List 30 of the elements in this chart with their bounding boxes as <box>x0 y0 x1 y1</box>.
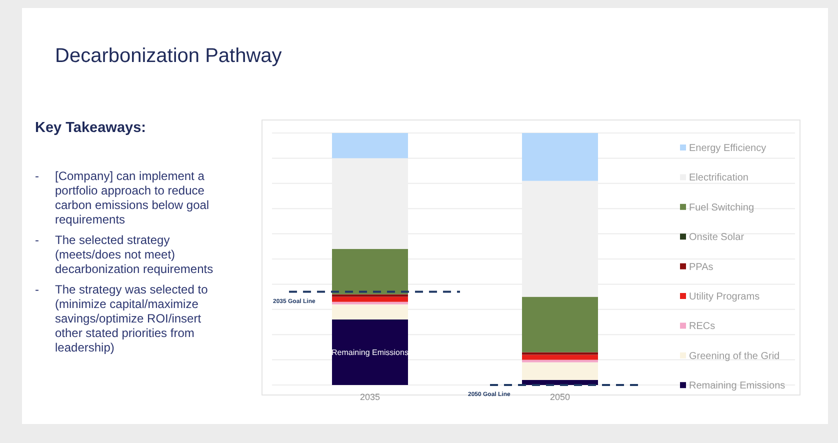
legend-label: Greening of the Grid <box>689 350 780 362</box>
x-tick-label: 2050 <box>550 392 570 402</box>
bar <box>332 294 408 297</box>
legend-label: Onsite Solar <box>689 232 745 244</box>
bar <box>522 362 598 380</box>
text: - The strategy was selected to (minimize capital/maximize savings/optimize ROI/insert other stated priorities from leadership) <box>35 282 208 354</box>
text: - [Company] can implement a portfolio approach to reduce carbon emissions below goal requirements <box>35 169 210 226</box>
bar <box>522 352 598 355</box>
annotation: Remaining Emissions <box>332 348 408 358</box>
bar <box>522 133 598 181</box>
legend-label: PPAs <box>689 262 714 273</box>
chart-title: Decarbonization Pathway <box>55 45 282 67</box>
x-tick-label: 2035 <box>360 392 380 402</box>
bar <box>332 302 408 304</box>
legend-label: Fuel Switching <box>689 202 754 214</box>
bar <box>332 304 408 320</box>
bar <box>522 354 598 360</box>
bar <box>332 248 408 294</box>
legend-label: RECs <box>689 321 716 332</box>
bar <box>332 133 408 158</box>
legend-label: Energy Efficiency <box>689 143 766 154</box>
bar <box>522 360 598 362</box>
text: Key Takeaways: <box>35 120 146 136</box>
bar <box>332 319 408 385</box>
legend-label: Remaining Emissions <box>689 380 786 392</box>
bar <box>522 296 598 352</box>
legend-label: Utility Programs <box>689 292 760 302</box>
bar <box>332 296 408 302</box>
text: - The selected strategy (meets/does not meet) decarbonization requirements <box>35 233 214 276</box>
legend-label: Electrification <box>689 172 748 184</box>
